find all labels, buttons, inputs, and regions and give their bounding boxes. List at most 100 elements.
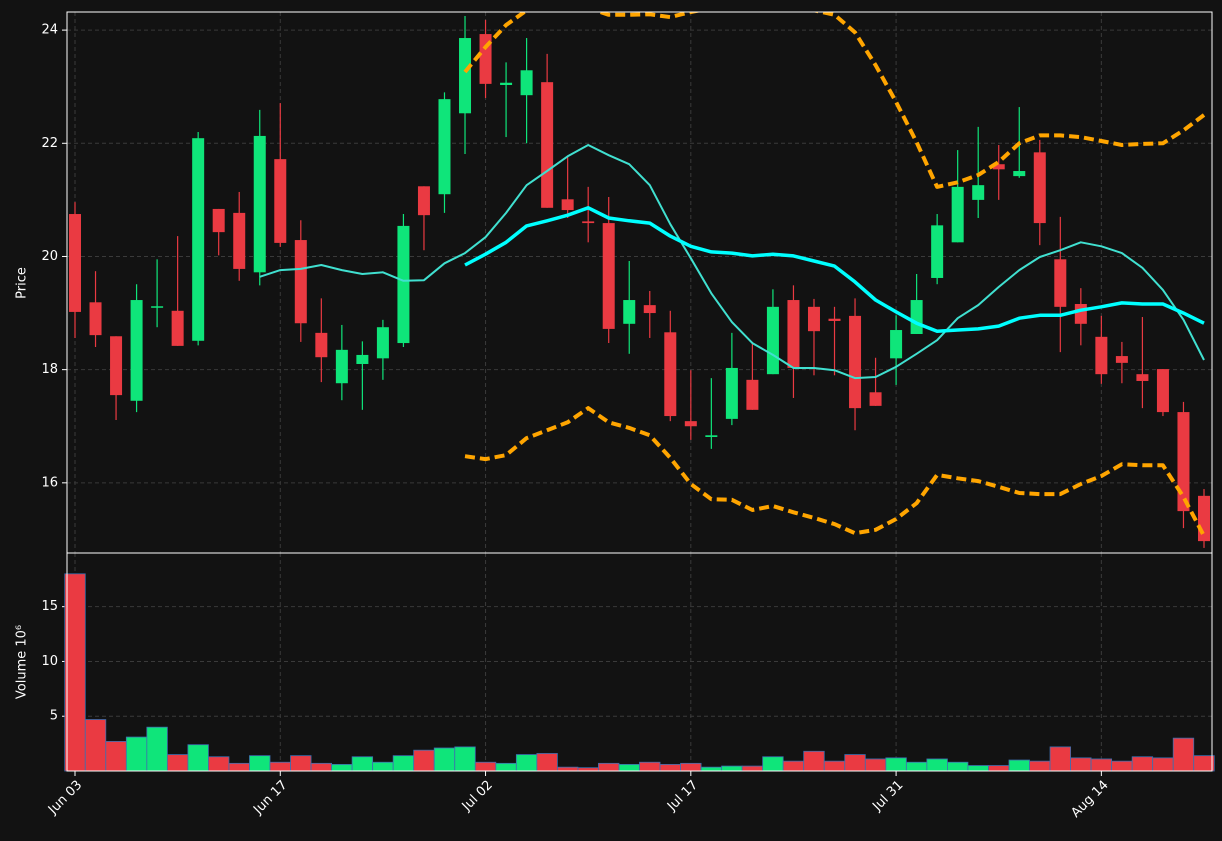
- volume-bar: [1152, 757, 1174, 772]
- candle-body: [869, 392, 882, 406]
- candle-body: [807, 306, 820, 332]
- volume-bar: [166, 754, 189, 772]
- volume-bar: [310, 762, 332, 772]
- candle-body: [171, 310, 184, 346]
- volume-bar: [331, 764, 353, 772]
- volume-bar: [125, 736, 148, 772]
- candle-body: [500, 82, 513, 86]
- candle-body: [397, 225, 410, 344]
- candle-body: [766, 306, 779, 375]
- candle-body: [951, 186, 964, 243]
- volume-bar: [372, 761, 394, 772]
- volume-bar: [1131, 756, 1154, 772]
- candle-body: [787, 300, 800, 368]
- volume-bar: [105, 741, 127, 772]
- volume-bar: [639, 761, 661, 772]
- candle-body: [1054, 259, 1067, 307]
- candle-body: [664, 332, 677, 417]
- volume-bar: [290, 755, 312, 772]
- candle-body: [643, 305, 656, 314]
- volume-bar: [84, 719, 107, 772]
- volume-bar: [228, 762, 250, 772]
- volume-bar: [803, 750, 825, 772]
- candle-body: [623, 300, 636, 324]
- volume-bar: [823, 760, 846, 772]
- candle-body: [192, 138, 205, 341]
- indicator-line: [259, 144, 1205, 380]
- volume-bar: [536, 753, 558, 772]
- volume-bar: [351, 756, 374, 772]
- candle-body: [1177, 412, 1190, 512]
- candle-body: [992, 164, 1005, 170]
- candle-body: [1013, 171, 1026, 177]
- candle-body: [294, 240, 307, 324]
- volume-bar: [926, 758, 948, 772]
- volume-bar: [782, 760, 805, 772]
- volume-bar: [392, 755, 415, 772]
- price-axis-label: Price: [15, 267, 30, 299]
- volume-bar: [721, 765, 743, 772]
- y-tick-label: 24: [41, 23, 58, 38]
- candle-body: [151, 306, 164, 308]
- candle-body: [1115, 356, 1128, 363]
- candle-body: [274, 159, 287, 243]
- volume-bar: [905, 761, 928, 772]
- candle-body: [520, 70, 533, 96]
- volume-bar: [556, 766, 579, 772]
- candle-body: [602, 223, 615, 329]
- candle-body: [684, 421, 697, 427]
- volume-bar: [618, 764, 640, 772]
- y-tick-label: 16: [41, 475, 58, 490]
- candle-body: [890, 330, 903, 359]
- candle-body: [69, 214, 81, 312]
- candle-body: [1095, 336, 1108, 375]
- volume-bar: [659, 764, 681, 772]
- volume-bar: [1193, 755, 1215, 772]
- y-tick-label: 5: [50, 709, 58, 724]
- candle-body: [253, 135, 266, 273]
- candle-body: [1156, 369, 1169, 413]
- candle-body: [459, 38, 472, 114]
- candle-body: [1136, 374, 1149, 381]
- candle-body: [356, 354, 369, 364]
- candle-body: [931, 225, 944, 278]
- candle-body: [849, 315, 862, 409]
- candle-body: [972, 185, 985, 200]
- volume-bar: [413, 749, 435, 772]
- volume-bar: [885, 757, 907, 772]
- volume-bar: [762, 756, 784, 772]
- volume-bar: [146, 726, 168, 772]
- volume-bar: [515, 754, 538, 772]
- candle-body: [233, 212, 246, 269]
- volume-bar: [864, 758, 887, 772]
- volume-bar: [967, 765, 989, 772]
- volume-bar: [187, 744, 209, 772]
- candle-body: [582, 221, 595, 224]
- candle-body: [561, 199, 574, 211]
- price-plot: [69, 12, 1210, 548]
- volume-bar: [474, 761, 497, 772]
- candle-body: [705, 435, 718, 437]
- volume-bar: [598, 762, 620, 772]
- y-tick-label: 22: [41, 136, 58, 151]
- y-tick-label: 20: [41, 249, 58, 264]
- volume-bar: [1008, 759, 1030, 772]
- volume-bar: [208, 756, 230, 772]
- volume-bar: [495, 762, 517, 772]
- volume-bar: [1070, 757, 1092, 772]
- volume-bar: [1049, 746, 1071, 772]
- candle-body: [130, 300, 143, 401]
- candle-body: [438, 99, 451, 195]
- volume-bar: [64, 573, 86, 772]
- candle-body: [1074, 304, 1087, 324]
- volume-bar: [269, 761, 291, 772]
- volume-bar: [1172, 737, 1195, 772]
- volume-bar: [454, 746, 476, 772]
- candle-body: [110, 336, 123, 396]
- volume-bar: [947, 761, 969, 772]
- candle-body: [746, 379, 759, 410]
- volume-bar: [700, 766, 723, 772]
- volume-axis-label: Volume 10⁶: [15, 625, 30, 699]
